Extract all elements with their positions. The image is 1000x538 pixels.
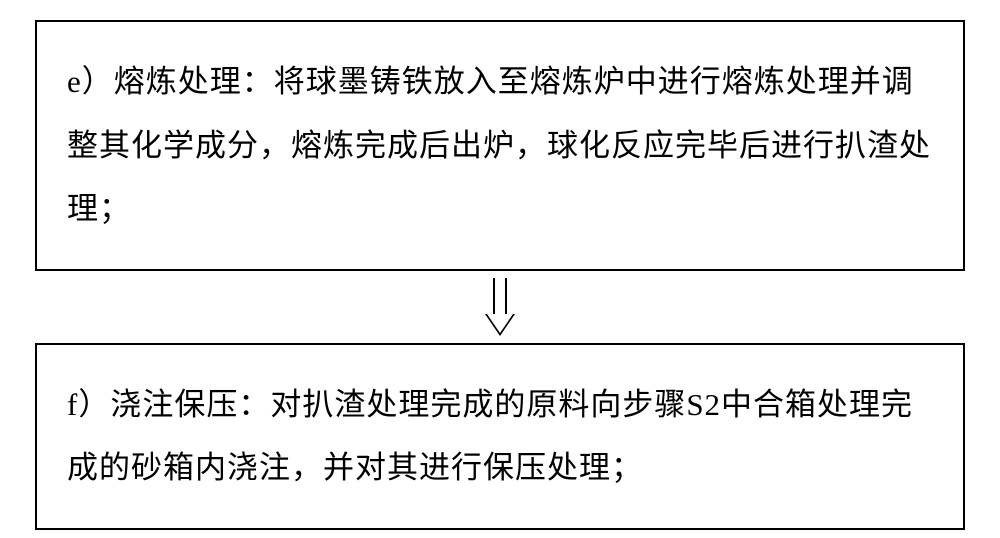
- step-e-text: e）熔炼处理：将球墨铸铁放入至熔炼炉中进行熔炼处理并调整其化学成分，熔炼完成后出…: [67, 50, 933, 241]
- step-f-text: f）浇注保压：对扒渣处理完成的原料向步骤S2中合箱处理完成的砂箱内浇注，并对其进…: [67, 373, 933, 500]
- flowchart-edge: [35, 271, 965, 343]
- flowchart-container: e）熔炼处理：将球墨铸铁放入至熔炼炉中进行熔炼处理并调整其化学成分，熔炼完成后出…: [35, 20, 965, 530]
- arrow-down-icon: [488, 278, 512, 336]
- flowchart-node-step-f: f）浇注保压：对扒渣处理完成的原料向步骤S2中合箱处理完成的砂箱内浇注，并对其进…: [35, 343, 965, 530]
- flowchart-node-step-e: e）熔炼处理：将球墨铸铁放入至熔炼炉中进行熔炼处理并调整其化学成分，熔炼完成后出…: [35, 20, 965, 271]
